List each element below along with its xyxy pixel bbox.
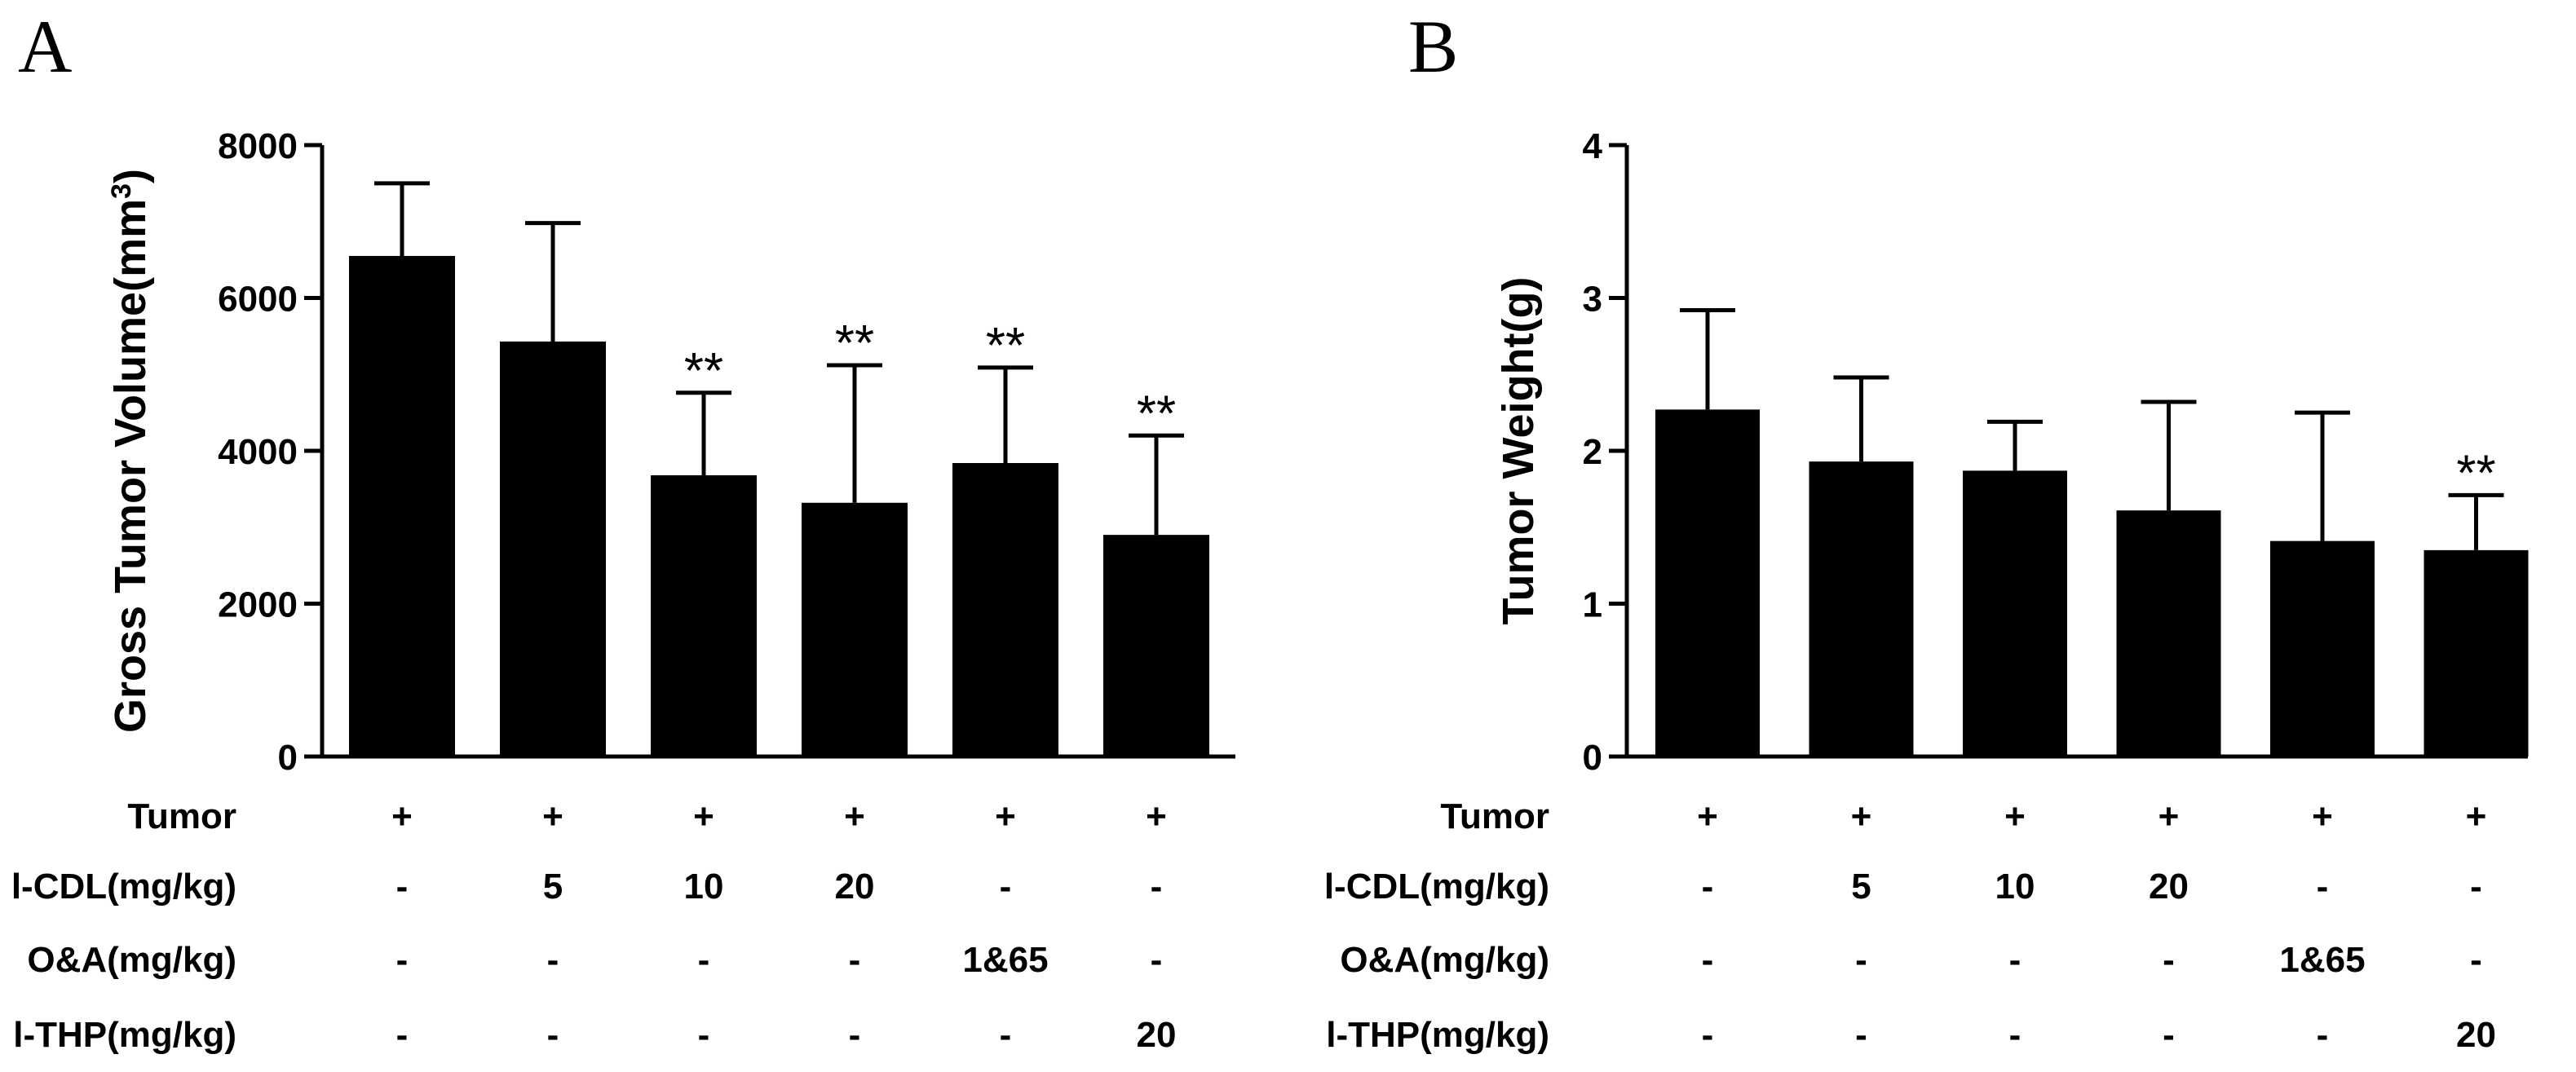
- condition-cell: 20: [2149, 867, 2189, 907]
- y-tick-label: 0: [1583, 738, 1602, 778]
- bar: [1655, 409, 1760, 757]
- condition-cell: -: [1702, 1015, 1714, 1055]
- panel-letter: A: [18, 5, 72, 88]
- condition-cell: -: [2317, 867, 2329, 907]
- bar: [651, 475, 757, 757]
- y-tick-label: 2000: [218, 585, 298, 625]
- condition-cell: 1&65: [962, 940, 1048, 980]
- condition-cell: -: [1855, 940, 1867, 980]
- condition-cell: -: [1151, 940, 1163, 980]
- condition-cell: -: [2163, 1015, 2175, 1055]
- condition-cell: +: [391, 796, 413, 836]
- condition-cell: +: [2466, 796, 2487, 836]
- condition-row-label: O&A(mg/kg): [1340, 940, 1549, 980]
- condition-cell: -: [849, 1015, 861, 1055]
- bar: [2270, 540, 2375, 757]
- y-tick-label: 8000: [218, 126, 298, 166]
- significance-marker: **: [684, 343, 723, 399]
- condition-cell: 10: [1995, 867, 2035, 907]
- y-axis-title-main: Tumor Weight(g): [1494, 277, 1543, 625]
- condition-cell: +: [2004, 796, 2026, 836]
- y-axis-title: Tumor Weight(g): [1494, 277, 1543, 625]
- condition-cell: 20: [835, 867, 875, 907]
- significance-marker: **: [986, 318, 1025, 374]
- condition-cell: +: [1851, 796, 1872, 836]
- y-tick-label: 6000: [218, 280, 298, 320]
- condition-cell: +: [542, 796, 563, 836]
- condition-cell: 20: [1137, 1015, 1177, 1055]
- condition-cell: -: [2470, 940, 2482, 980]
- condition-cell: -: [1151, 867, 1163, 907]
- condition-cell: 20: [2456, 1015, 2496, 1055]
- condition-row-label: O&A(mg/kg): [27, 940, 236, 980]
- condition-row-label: l-THP(mg/kg): [13, 1015, 236, 1055]
- condition-row-label: l-THP(mg/kg): [1326, 1015, 1549, 1055]
- condition-cell: -: [2009, 940, 2021, 980]
- condition-cell: 5: [543, 867, 563, 907]
- condition-cell: -: [1855, 1015, 1867, 1055]
- bar: [349, 255, 455, 757]
- y-tick-label: 1: [1583, 585, 1602, 625]
- condition-cell: -: [2470, 867, 2482, 907]
- condition-cell: 10: [684, 867, 724, 907]
- bar: [2116, 510, 2221, 757]
- condition-cell: 1&65: [2279, 940, 2365, 980]
- y-tick-label: 3: [1583, 280, 1602, 320]
- condition-cell: +: [1697, 796, 1718, 836]
- condition-cell: -: [547, 1015, 559, 1055]
- bar: [952, 463, 1058, 757]
- condition-cell: -: [1000, 867, 1012, 907]
- condition-row-label: Tumor: [127, 796, 236, 836]
- y-tick-label: 2: [1583, 432, 1602, 472]
- condition-cell: -: [2163, 940, 2175, 980]
- condition-cell: -: [2317, 1015, 2329, 1055]
- condition-cell: +: [844, 796, 865, 836]
- condition-cell: -: [396, 940, 409, 980]
- y-tick-label: 4000: [218, 432, 298, 472]
- y-tick-label: 0: [278, 738, 298, 778]
- bar: [1809, 461, 1914, 757]
- bar: [2424, 549, 2529, 757]
- condition-cell: -: [396, 867, 409, 907]
- panel-b: B 0 1 2 3 4 Tumor Weight(g) ** Tumor + + + + + + l-CDL(…: [1324, 5, 2529, 1055]
- bar: [1963, 470, 2067, 757]
- significance-marker: **: [2456, 445, 2495, 501]
- condition-cell: +: [693, 796, 714, 836]
- condition-cell: -: [698, 1015, 710, 1055]
- condition-cell: -: [1702, 940, 1714, 980]
- condition-cell: 5: [1851, 867, 1871, 907]
- condition-cell: -: [396, 1015, 409, 1055]
- condition-cell: -: [1000, 1015, 1012, 1055]
- bar: [1103, 535, 1209, 757]
- condition-cell: +: [995, 796, 1016, 836]
- condition-cell: +: [2158, 796, 2180, 836]
- significance-marker: **: [835, 315, 874, 372]
- condition-cell: -: [698, 940, 710, 980]
- condition-row-label: l-CDL(mg/kg): [11, 867, 236, 907]
- condition-cell: -: [547, 940, 559, 980]
- condition-cell: -: [2009, 1015, 2021, 1055]
- y-tick-label: 4: [1583, 126, 1603, 166]
- bar: [802, 502, 908, 757]
- y-axis-title-superscript: 3: [106, 183, 137, 199]
- y-axis-title-suffix: ): [106, 169, 155, 183]
- condition-cell: +: [1146, 796, 1167, 836]
- condition-row-label: Tumor: [1440, 796, 1549, 836]
- condition-cell: -: [1702, 867, 1714, 907]
- y-axis-title-main: Gross Tumor Volume(mm: [106, 199, 155, 733]
- y-axis-title: Gross Tumor Volume(mm3): [106, 169, 155, 733]
- significance-marker: **: [1137, 386, 1176, 442]
- condition-cell: +: [2312, 796, 2333, 836]
- panel-a: A 0 2000 4000 6000 8000 Gross Tumor Volume(mm3…: [11, 5, 1235, 1055]
- bar: [500, 341, 606, 757]
- panel-letter: B: [1408, 5, 1458, 88]
- condition-row-label: l-CDL(mg/kg): [1324, 867, 1549, 907]
- condition-cell: -: [849, 940, 861, 980]
